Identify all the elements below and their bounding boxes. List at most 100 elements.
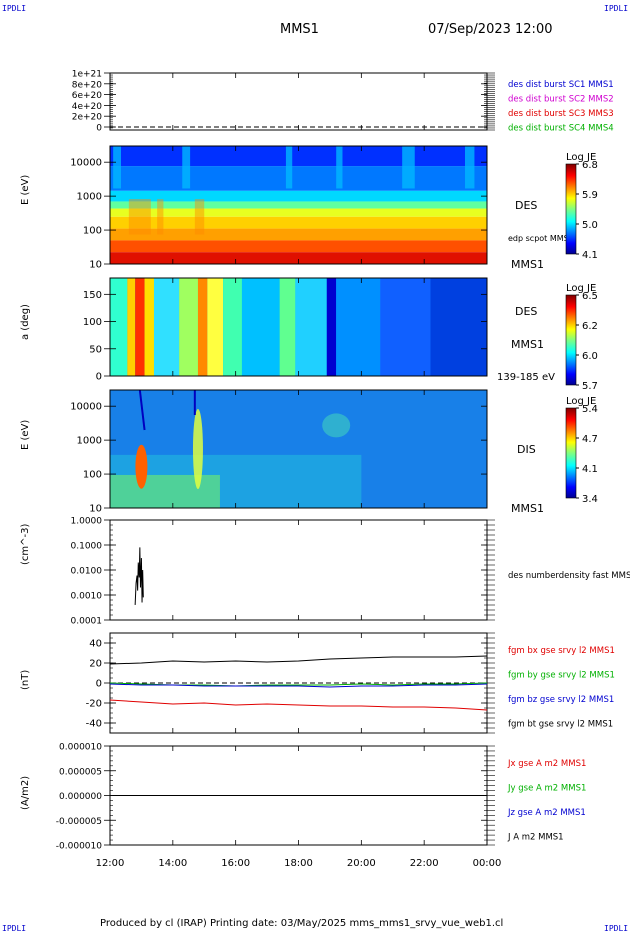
- panel3-pitchangle: [110, 278, 487, 376]
- panel3-colorbar-label: 5.7: [582, 381, 598, 392]
- panel2-sc-label: MMS1: [511, 258, 544, 271]
- panel3-instrument-label: DES: [515, 305, 537, 318]
- panel1-y-tick-label: 4e+20: [72, 102, 103, 112]
- panel3-strip: [153, 278, 180, 376]
- panel2-colorbar: [565, 163, 577, 255]
- panel2-streak: [465, 146, 475, 189]
- panel2-hot: [157, 199, 164, 235]
- time-tick-label: 20:00: [347, 858, 376, 869]
- panel2-band: [110, 146, 487, 167]
- panel7-y-tick-label: 0.000010: [59, 743, 102, 753]
- panel3-y-tick-label: 100: [83, 317, 102, 328]
- time-tick-label: 14:00: [158, 858, 187, 869]
- panel3-colorbar-title: Log JE: [566, 283, 596, 294]
- panel4-hotspot: [135, 444, 148, 489]
- panel3-sc-label: MMS1: [511, 338, 544, 351]
- time-tick-label: 22:00: [410, 858, 439, 869]
- panel5-density-line: [134, 547, 144, 605]
- panel7-legend-entry: Jx gse A m2 MMS1: [507, 759, 586, 769]
- panel2-band: [110, 228, 487, 241]
- panel3-energy-range: 139-185 eV: [497, 372, 555, 383]
- panel3-strip: [127, 278, 136, 376]
- panel7-y-tick-label: 0.000005: [59, 767, 102, 777]
- time-tick-label: 16:00: [221, 858, 250, 869]
- panel2-band: [110, 166, 487, 191]
- corner-label-tl: IPDLI: [2, 4, 27, 13]
- panel4-colorbar-label: 3.4: [582, 494, 598, 505]
- panel2-y-tick-label: 10: [89, 260, 102, 271]
- panel4-colorbar-title: Log JE: [566, 396, 596, 407]
- panel2-band: [110, 252, 487, 264]
- panel6-y-tick-label: 20: [89, 659, 102, 670]
- panel4-spectrogram: [110, 389, 487, 508]
- panel2-band: [110, 216, 487, 229]
- footer-credit: Produced by cl (IRAP) Printing date: 03/…: [100, 918, 504, 929]
- panel2-hot: [128, 199, 151, 235]
- panel1-y-tick-label: 2e+20: [72, 113, 103, 123]
- panel5-legend-entry: des numberdensity fast MMS1: [508, 571, 630, 581]
- panel6-ylabel: (nT): [20, 670, 31, 690]
- panel2-streak: [113, 146, 121, 189]
- panel3-strip: [279, 278, 296, 376]
- panel4-lowglow: [110, 474, 220, 508]
- panel2-y-tick-label: 10000: [70, 158, 102, 169]
- panel5-y-tick-label: 0.1000: [71, 542, 103, 552]
- panel2-ylabel: E (eV): [20, 175, 31, 205]
- corner-label-br: IPDLI: [604, 924, 629, 933]
- panel1-frame: [109, 72, 488, 131]
- panel3-strip: [241, 278, 280, 376]
- spacecraft-title: MMS1: [280, 22, 319, 37]
- panel5-y-tick-label: 1.0000: [71, 517, 103, 527]
- panel2-instrument-label: DES: [515, 199, 537, 212]
- panel1-y-tick-label: 1e+21: [72, 70, 102, 80]
- panel5-y-tick-label: 0.0010: [71, 592, 103, 602]
- panel3-strip: [135, 278, 145, 376]
- panel4-colorbar-label: 5.4: [582, 404, 598, 415]
- panel6-legend-entry: fgm by gse srvy l2 MMS1: [508, 671, 615, 681]
- panel6-series-line: [109, 655, 488, 665]
- panel7-y-tick-label: 0.000000: [59, 792, 102, 802]
- panel1-legend-entry: des dist burst SC2 MMS2: [508, 95, 614, 105]
- panel3-colorbar-label: 6.0: [582, 351, 598, 362]
- panel3-colorbar: [565, 294, 577, 386]
- panel4-y-tick-label: 10000: [70, 402, 102, 413]
- panel7-ylabel: (A/m2): [20, 776, 31, 810]
- panel3-y-tick-label: 50: [89, 344, 102, 355]
- panel1-legend-entry: des dist burst SC3 MMS3: [508, 109, 614, 119]
- panel7-legend-entry: J A m2 MMS1: [507, 833, 564, 843]
- panel3-y-tick-label: 150: [83, 290, 102, 301]
- panel2-y-tick-label: 1000: [77, 192, 102, 203]
- panel3-strip: [295, 278, 327, 376]
- panel5-y-tick-label: 0.0001: [71, 617, 103, 627]
- panel2-y-tick-label: 100: [83, 226, 102, 237]
- panel5-ylabel: (cm^-3): [20, 524, 31, 565]
- panel4-instrument-label: DIS: [517, 443, 536, 456]
- panel7-legend-entry: Jy gse A m2 MMS1: [507, 784, 586, 794]
- panel2-streak: [336, 146, 343, 189]
- panel6-y-tick-label: 0: [96, 679, 102, 690]
- panel6-legend-entry: fgm bt gse srvy l2 MMS1: [508, 720, 613, 730]
- panel7-legend-entry: Jz gse A m2 MMS1: [507, 808, 586, 818]
- panel6-y-tick-label: -40: [86, 719, 102, 730]
- panel3-y-tick-label: 0: [96, 372, 102, 383]
- panel3-strip: [110, 278, 128, 376]
- panel4-y-tick-label: 1000: [77, 436, 102, 447]
- time-tick-label: 18:00: [284, 858, 313, 869]
- panel1-y-tick-label: 8e+20: [72, 80, 103, 90]
- panel2-colorbar-label: 5.9: [582, 190, 598, 201]
- panel3-strip: [223, 278, 242, 376]
- panel6-series-line: [109, 683, 488, 688]
- panel2-overlay-label: edp scpot MMS1: [508, 234, 574, 243]
- panel4-y-tick-label: 100: [83, 470, 102, 481]
- panel2-spectrogram: [110, 146, 487, 264]
- panel1-y-tick-label: 6e+20: [72, 91, 103, 101]
- panel4-ylabel: E (eV): [20, 420, 31, 450]
- panel6-y-tick-label: 40: [89, 639, 102, 650]
- panel2-colorbar-label: 4.1: [582, 250, 598, 261]
- panel6-legend-entry: fgm bx gse srvy l2 MMS1: [508, 646, 615, 656]
- panel4-blob: [322, 413, 351, 438]
- panel3-strip: [197, 278, 208, 376]
- panel7-y-tick-label: -0.000010: [56, 842, 102, 852]
- panel4-blue-streak: [138, 389, 146, 431]
